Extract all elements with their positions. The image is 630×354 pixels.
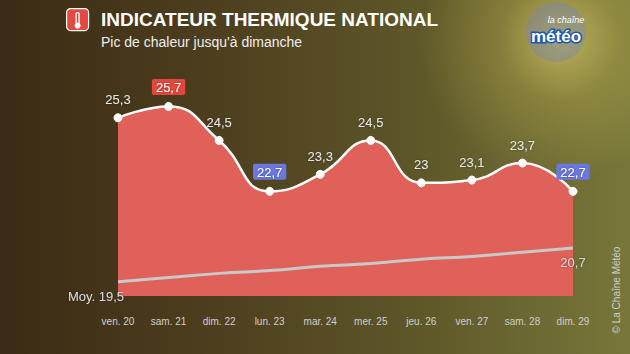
svg-text:mer. 25: mer. 25	[354, 316, 388, 327]
svg-text:22,7: 22,7	[257, 165, 282, 180]
svg-text:météo: météo	[531, 27, 581, 46]
svg-text:ven. 20: ven. 20	[102, 316, 135, 327]
svg-text:sam. 28: sam. 28	[505, 316, 541, 327]
svg-text:24,5: 24,5	[358, 115, 383, 130]
svg-text:mar. 24: mar. 24	[304, 316, 338, 327]
svg-text:© La Chaîne Météo: © La Chaîne Météo	[611, 246, 622, 333]
svg-text:ven. 27: ven. 27	[455, 316, 488, 327]
svg-text:la chaîne: la chaîne	[548, 15, 585, 25]
svg-text:jeu. 26: jeu. 26	[405, 316, 436, 327]
svg-text:25,7: 25,7	[156, 80, 181, 95]
svg-text:22,7: 22,7	[560, 165, 585, 180]
svg-text:Pic de chaleur jusqu'à dimanch: Pic de chaleur jusqu'à dimanche	[101, 34, 302, 50]
svg-text:lun. 23: lun. 23	[255, 316, 285, 327]
svg-text:25,3: 25,3	[105, 92, 130, 107]
svg-text:sam. 21: sam. 21	[151, 316, 187, 327]
svg-text:Moy. 19,5: Moy. 19,5	[68, 289, 124, 304]
svg-text:20,7: 20,7	[560, 255, 585, 270]
svg-text:dim. 22: dim. 22	[203, 316, 236, 327]
svg-text:23,7: 23,7	[510, 138, 535, 153]
svg-text:23,3: 23,3	[308, 149, 333, 164]
svg-text:INDICATEUR THERMIQUE NATIONAL: INDICATEUR THERMIQUE NATIONAL	[101, 9, 438, 30]
svg-text:dim. 29: dim. 29	[557, 316, 590, 327]
svg-text:23,1: 23,1	[459, 155, 484, 170]
svg-text:24,5: 24,5	[206, 115, 231, 130]
svg-text:23: 23	[414, 157, 428, 172]
